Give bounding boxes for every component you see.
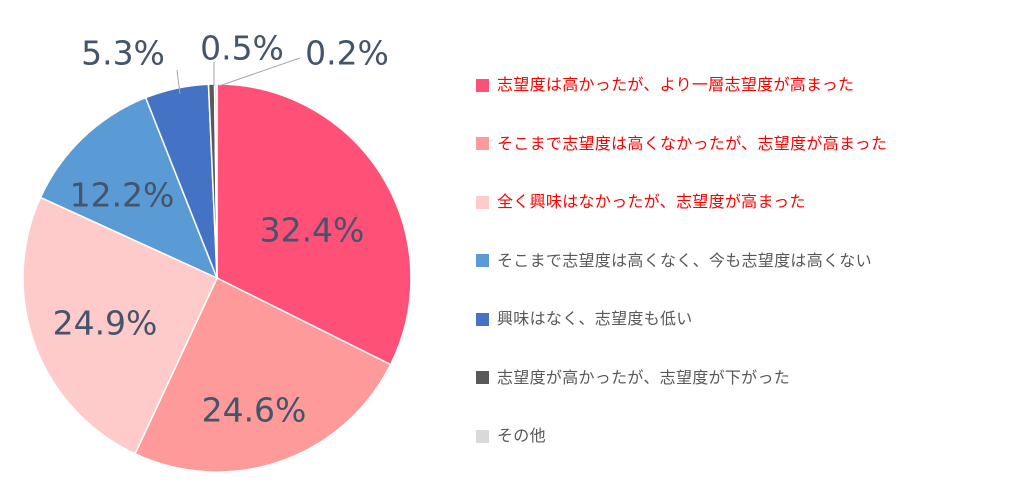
pie-slice-3: [22, 196, 218, 455]
legend-swatch-3: [476, 195, 489, 209]
legend-label-2: そこまで志望度は高くなかったが、志望度が高まった: [497, 133, 888, 153]
legend-swatch-2: [476, 137, 489, 150]
legend-item-2: そこまで志望度は高くなかったが、志望度が高まった: [476, 133, 1016, 155]
legend-swatch-5: [476, 312, 489, 326]
legend-item-4: そこまで志望度は高くなく、今も志望度は高くない: [476, 250, 1016, 272]
pie-slice-7: [213, 83, 218, 279]
pie-slice-2: [134, 276, 392, 473]
legend-swatch-7: [476, 429, 489, 443]
legend-item-7: その他: [476, 425, 1016, 447]
legend-label-3: 全く興味はなかったが、志望度が高まった: [497, 192, 806, 211]
leader-line-7: [218, 57, 301, 87]
legend-item-1: 志望度は高かったが、より一層志望度が高まった: [476, 74, 1016, 96]
legend-item-5: 興味はなく、志望度も低い: [476, 308, 1016, 330]
legend: 志望度は高かったが、より一層志望度が高まったそこまで志望度は高くなかったが、志望…: [476, 74, 1016, 484]
data-label-6: 0.5%: [200, 29, 284, 68]
data-label-2: 24.6%: [202, 391, 307, 430]
legend-label-6: 志望度が高かったが、志望度が下がった: [497, 367, 791, 387]
legend-swatch-1: [476, 78, 489, 92]
data-label-1: 32.4%: [260, 211, 365, 250]
legend-label-1: 志望度は高かったが、より一層志望度が高まった: [497, 75, 855, 94]
legend-label-7: その他: [497, 426, 546, 445]
legend-swatch-4: [476, 254, 489, 267]
pie-chart: 32.4% 24.6% 24.9% 12.2% 5.3% 0.5% 0.2%: [22, 29, 412, 473]
leader-line-5: [176, 69, 181, 95]
legend-item-6: 志望度が高かったが、志望度が下がった: [476, 367, 1016, 389]
legend-swatch-6: [476, 371, 489, 384]
legend-label-5: 興味はなく、志望度も低い: [497, 309, 693, 328]
data-label-5: 5.3%: [81, 34, 165, 73]
legend-item-3: 全く興味はなかったが、志望度が高まった: [476, 191, 1016, 213]
data-label-7: 0.2%: [305, 34, 389, 73]
legend-label-4: そこまで志望度は高くなく、今も志望度は高くない: [497, 250, 872, 270]
data-label-4: 12.2%: [70, 176, 175, 215]
pie-slice-1: [216, 83, 412, 366]
data-label-3: 24.9%: [53, 304, 158, 343]
pie-slice-4: [39, 96, 219, 280]
